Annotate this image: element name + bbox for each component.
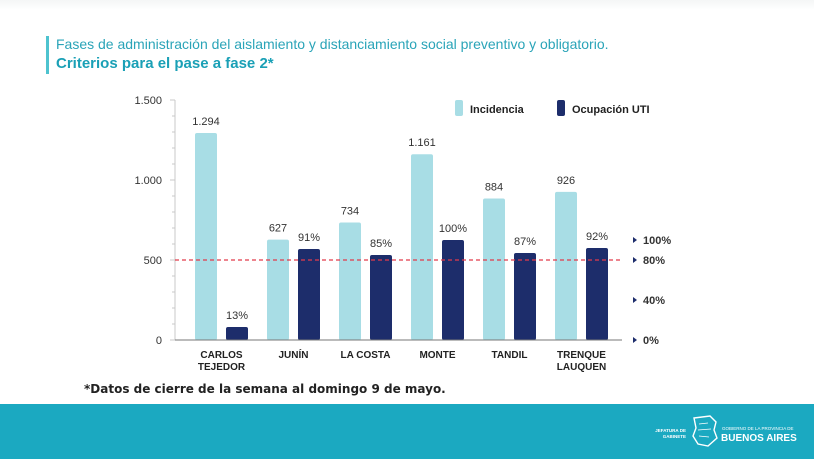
page-title: Fases de administración del aislamiento … [56, 36, 609, 52]
bar-data-label: 734 [341, 206, 359, 218]
bar-ocupación-uti [586, 248, 608, 340]
legend-label: Incidencia [470, 104, 525, 116]
bar-chart: 0 500 1.000 1.500 0% 40% 80% 100% 1.294 13% CARLOS… [134, 95, 671, 373]
y-axis-right-tick-marker [633, 257, 637, 263]
y-axis-right-tick-label: 80% [643, 255, 665, 267]
bar-data-label: 627 [269, 223, 287, 235]
bar-incidencia [555, 191, 577, 340]
bar-ocupación-uti [514, 253, 536, 340]
y-axis-right-tick-marker [633, 337, 637, 343]
legend-swatch [557, 100, 565, 116]
y-axis-left-tick-label: 1.000 [134, 175, 162, 187]
y-axis-left-tick-label: 500 [144, 255, 162, 267]
x-axis-category-label: CARLOS [200, 350, 243, 361]
bar-ocupación-uti [298, 249, 320, 340]
y-axis-right-tick-marker [633, 237, 637, 243]
x-axis-category-label: TEJEDOR [198, 362, 246, 373]
bar-incidencia [411, 154, 433, 340]
y-axis-left-tick-label: 1.500 [134, 95, 162, 107]
bar-incidencia [339, 222, 361, 340]
x-axis-category-label: TANDIL [492, 350, 528, 361]
top-bar [0, 0, 814, 10]
legend-label: Ocupación UTI [572, 104, 650, 116]
legend-swatch [455, 100, 463, 116]
y-axis-left-tick-label: 0 [156, 335, 162, 347]
y-axis-right-tick-label: 100% [643, 235, 671, 247]
x-axis-category-label: MONTE [419, 350, 455, 361]
bar-data-label: 87% [514, 236, 536, 248]
y-axis-right-tick-label: 0% [643, 335, 659, 347]
footnote: *Datos de cierre de la semana al domingo… [84, 382, 446, 396]
page-subtitle: Criterios para el pase a fase 2* [56, 55, 274, 72]
bar-data-label: 13% [226, 310, 248, 322]
bar-ocupación-uti [442, 240, 464, 340]
x-axis-category-label: LA COSTA [341, 350, 391, 361]
bar-ocupación-uti [370, 255, 392, 340]
bar-data-label: 1.161 [408, 137, 436, 149]
bar-incidencia [267, 239, 289, 340]
x-axis-category-label: LAUQUEN [557, 362, 606, 373]
bar-data-label: 884 [485, 182, 503, 194]
bar-data-label: 92% [586, 231, 608, 243]
bar-data-label: 1.294 [192, 116, 220, 128]
footer-bar: JEFATURA DE GABINETE GOBIERNO DE LA PROV… [0, 404, 814, 459]
bar-data-label: 91% [298, 232, 320, 244]
x-axis-category-label: TRENQUE [557, 350, 606, 361]
bar-ocupación-uti [226, 327, 248, 340]
bar-data-label: 926 [557, 175, 575, 187]
footer-gov-label: GOBIERNO DE LA PROVINCIA DE [722, 426, 794, 431]
bar-incidencia [195, 132, 217, 340]
footer-dept-label: JEFATURA DE GABINETE [655, 428, 686, 439]
y-axis-right-tick-marker [633, 297, 637, 303]
bar-incidencia [483, 198, 505, 340]
bar-data-label: 100% [439, 223, 467, 235]
header-accent-bar [46, 36, 49, 74]
footer-province-label: BUENOS AIRES [721, 433, 797, 444]
bar-data-label: 85% [370, 238, 392, 250]
province-map-logo-icon [692, 415, 718, 447]
x-axis-category-label: JUNÍN [278, 348, 308, 361]
y-axis-right-tick-label: 40% [643, 295, 665, 307]
